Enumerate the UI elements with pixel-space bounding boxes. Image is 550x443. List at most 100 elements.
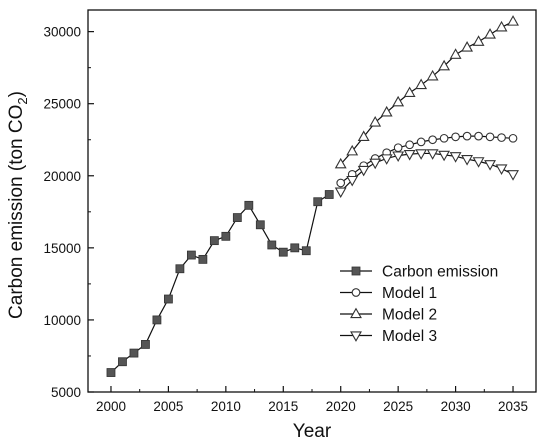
- legend-item: Model 3: [340, 328, 437, 345]
- legend-marker: [350, 331, 362, 342]
- series-line: [340, 20, 514, 165]
- tick-labels: 2000 2005 2010 2015 2020 2025 2030 2035 5000 1000…: [43, 25, 528, 414]
- x-axis-title: Year: [293, 421, 332, 442]
- data-point: [484, 28, 496, 39]
- data-point: [346, 175, 359, 187]
- data-point: [198, 254, 208, 264]
- series-3: [334, 15, 519, 169]
- data-point: [451, 132, 460, 142]
- data-point: [426, 149, 439, 160]
- data-point: [369, 116, 382, 127]
- data-point: [301, 246, 311, 256]
- data-point: [278, 247, 288, 257]
- x-tick-label: 2015: [268, 399, 298, 414]
- data-point: [403, 150, 416, 161]
- data-point: [416, 137, 426, 147]
- x-tick-label: 2030: [441, 399, 471, 414]
- y-tick-label: 5000: [51, 385, 81, 400]
- data-point: [403, 86, 416, 98]
- data-point: [175, 264, 185, 274]
- data-point: [438, 150, 451, 162]
- data-point: [336, 178, 346, 188]
- data-point: [164, 294, 173, 304]
- data-point: [290, 243, 300, 253]
- legend-marker: [351, 288, 361, 297]
- data-point: [324, 190, 334, 199]
- legend-item: Model 2: [340, 307, 437, 324]
- x-tick-label: 2000: [96, 399, 126, 414]
- data-point: [255, 220, 265, 230]
- x-tick-label: 2020: [326, 399, 356, 414]
- data-point: [462, 131, 472, 141]
- data-point: [152, 315, 162, 325]
- data-point: [439, 133, 449, 143]
- data-point: [129, 348, 139, 358]
- data-point: [334, 157, 347, 169]
- data-point: [405, 140, 414, 150]
- data-point: [118, 357, 127, 367]
- data-point: [357, 130, 370, 142]
- y-tick-label: 25000: [43, 97, 81, 112]
- plot-frame: [87, 9, 537, 393]
- data-point: [484, 160, 496, 171]
- legend-marker: [350, 307, 362, 319]
- y-axis-title: Carbon emission (ton CO2): [6, 91, 30, 319]
- data-point: [369, 158, 382, 170]
- y-tick-label: 20000: [43, 169, 81, 184]
- series-4: [334, 149, 519, 199]
- x-tick-label: 2010: [211, 399, 241, 414]
- data-point: [392, 95, 405, 107]
- data-point: [438, 59, 451, 71]
- axis-ticks: [88, 31, 514, 393]
- data-point: [392, 151, 405, 163]
- series-1: [106, 190, 334, 377]
- legend-label: Model 1: [382, 285, 437, 302]
- data-point: [415, 78, 428, 90]
- data-point: [495, 20, 508, 32]
- data-point: [209, 236, 219, 246]
- data-point: [357, 165, 370, 177]
- data-point: [221, 231, 231, 241]
- y-tick-label: 10000: [43, 313, 81, 328]
- data-point: [267, 240, 277, 250]
- data-point: [141, 340, 150, 349]
- data-point: [232, 213, 242, 222]
- data-point: [106, 368, 116, 377]
- y-tick-label: 15000: [43, 241, 81, 256]
- data-point: [485, 132, 495, 142]
- x-tick-label: 2025: [383, 399, 413, 414]
- x-tick-label: 2035: [498, 399, 528, 414]
- data-point: [449, 48, 462, 59]
- data-point: [334, 187, 347, 199]
- series-line: [340, 152, 514, 193]
- legend-item: Model 1: [340, 285, 437, 302]
- data-point: [507, 15, 519, 26]
- data-point: [461, 41, 474, 52]
- data-point: [380, 154, 393, 165]
- series-line: [340, 135, 514, 184]
- data-point: [461, 155, 474, 166]
- data-point: [244, 200, 254, 210]
- data-point: [415, 149, 428, 160]
- legend-label: Model 3: [382, 328, 437, 345]
- legend-label: Carbon emission: [382, 264, 498, 281]
- data-point: [313, 197, 323, 207]
- legend-item: Carbon emission: [340, 264, 498, 281]
- series-2: [336, 131, 518, 188]
- legend-label: Model 2: [382, 307, 437, 324]
- data-point: [474, 131, 483, 141]
- series-layer: [106, 15, 519, 377]
- x-tick-label: 2005: [153, 399, 183, 414]
- data-point: [449, 152, 462, 163]
- data-point: [507, 170, 519, 181]
- data-point: [186, 250, 196, 260]
- data-point: [428, 135, 437, 145]
- data-point: [472, 157, 485, 168]
- data-point: [380, 105, 393, 117]
- data-point: [495, 164, 508, 175]
- data-point: [472, 35, 485, 46]
- data-point: [426, 69, 439, 81]
- data-point: [346, 144, 359, 156]
- data-point: [393, 143, 403, 153]
